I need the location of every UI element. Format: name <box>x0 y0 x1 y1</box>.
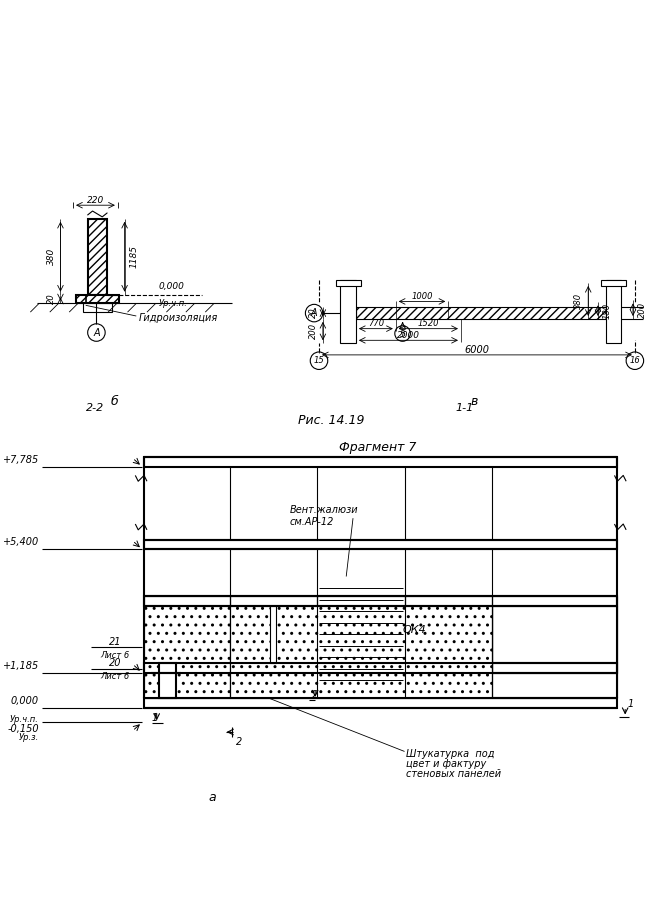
Text: Лист 6: Лист 6 <box>100 672 129 681</box>
Bar <box>356 308 606 318</box>
Bar <box>601 280 626 286</box>
Text: Штукатурка  под: Штукатурка под <box>406 749 495 759</box>
Text: 6000: 6000 <box>465 345 489 355</box>
Text: 770: 770 <box>367 319 384 329</box>
Bar <box>76 295 119 303</box>
Text: 15: 15 <box>314 356 324 365</box>
Text: 380: 380 <box>575 293 584 309</box>
Text: 20: 20 <box>309 308 318 318</box>
Bar <box>83 303 112 312</box>
Text: 380: 380 <box>47 248 56 266</box>
Bar <box>606 280 621 343</box>
Bar <box>88 218 107 295</box>
Text: Лист 6: Лист 6 <box>100 651 129 660</box>
Text: 1-1: 1-1 <box>455 403 474 413</box>
Bar <box>144 596 617 606</box>
Text: Гидроизоляция: Гидроизоляция <box>139 313 219 323</box>
Text: 180: 180 <box>603 303 612 318</box>
Bar <box>144 457 617 467</box>
Bar <box>144 596 230 672</box>
Bar <box>270 606 276 663</box>
Text: 5: 5 <box>399 329 406 339</box>
Text: 1000: 1000 <box>411 292 433 301</box>
Text: 2: 2 <box>236 737 243 747</box>
Text: Фрагмент 7: Фрагмент 7 <box>338 440 416 454</box>
Text: 200: 200 <box>309 323 318 339</box>
Text: цвет и фактуру: цвет и фактуру <box>406 759 487 769</box>
Bar <box>317 596 404 672</box>
Bar <box>144 606 230 698</box>
Text: стеновых панелей: стеновых панелей <box>406 769 501 779</box>
Text: +1,185: +1,185 <box>3 661 39 671</box>
Text: б: б <box>111 395 119 408</box>
Bar <box>336 280 361 286</box>
Text: ОК4: ОК4 <box>402 625 426 635</box>
Text: 220: 220 <box>87 196 104 205</box>
Text: Ур.з.: Ур.з. <box>19 733 39 742</box>
Text: 0,000: 0,000 <box>11 696 39 706</box>
Bar <box>492 606 617 698</box>
Text: 20: 20 <box>47 294 56 304</box>
Bar <box>230 596 317 672</box>
Text: А: А <box>93 328 100 338</box>
Text: а: а <box>208 791 216 804</box>
Text: 2000: 2000 <box>397 331 420 340</box>
Text: 2: 2 <box>312 690 318 700</box>
Text: 2-2: 2-2 <box>86 403 105 413</box>
Text: +5,400: +5,400 <box>3 537 39 547</box>
Bar <box>404 596 492 672</box>
Text: 20: 20 <box>109 658 121 668</box>
Text: 1185: 1185 <box>129 245 138 268</box>
Text: +7,785: +7,785 <box>3 455 39 465</box>
Text: Ур.ч.п.: Ур.ч.п. <box>159 298 188 308</box>
Text: -0,150: -0,150 <box>8 724 39 734</box>
Text: 1: 1 <box>152 713 158 723</box>
Bar <box>340 280 356 343</box>
Bar <box>492 596 617 672</box>
Text: 0,000: 0,000 <box>159 282 184 290</box>
Text: Вент.жалюзи: Вент.жалюзи <box>290 505 358 515</box>
Text: 1: 1 <box>627 699 633 709</box>
Text: 21: 21 <box>109 637 121 647</box>
Text: см.АР-12: см.АР-12 <box>290 517 334 527</box>
Bar <box>159 663 176 698</box>
Text: 16: 16 <box>630 356 641 365</box>
Bar <box>144 698 617 708</box>
Bar <box>144 663 617 672</box>
Bar <box>230 606 492 698</box>
Text: Ур.ч.п.: Ур.ч.п. <box>10 714 39 723</box>
Text: 200: 200 <box>638 301 647 318</box>
Text: в: в <box>471 395 478 408</box>
Text: Рис. 14.19: Рис. 14.19 <box>298 414 365 428</box>
Bar <box>144 540 617 550</box>
Text: 1520: 1520 <box>417 319 439 329</box>
Text: А: А <box>311 308 318 318</box>
